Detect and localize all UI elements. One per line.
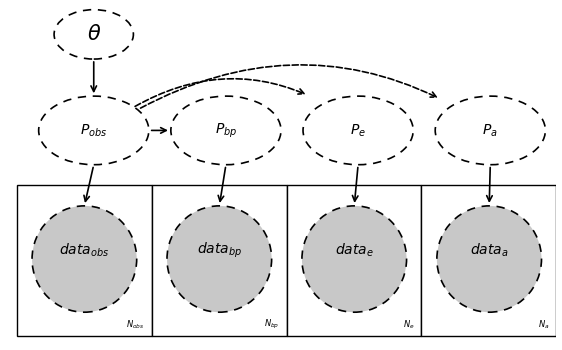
Text: $P_{e}$: $P_{e}$ [350,122,366,139]
Text: $P_{a}$: $P_{a}$ [482,122,498,139]
Bar [287,185,422,336]
Circle shape [435,96,545,165]
Text: $P_{obs}$: $P_{obs}$ [80,122,107,139]
Ellipse shape [437,206,542,312]
Text: $P_{bp}$: $P_{bp}$ [215,121,237,140]
Text: $N_{bp}$: $N_{bp}$ [265,318,280,331]
Ellipse shape [167,206,271,312]
Bar [17,185,152,336]
Circle shape [54,10,133,59]
Text: $\mathit{data}_{obs}$: $\mathit{data}_{obs}$ [59,242,110,259]
Ellipse shape [32,206,137,312]
Circle shape [171,96,281,165]
Bar [422,185,556,336]
FancyArrowPatch shape [135,79,304,106]
Bar [152,185,287,336]
Text: $\theta$: $\theta$ [87,25,101,44]
Text: $N_{obs}$: $N_{obs}$ [126,319,145,331]
Text: $\mathit{data}_{e}$: $\mathit{data}_{e}$ [335,242,374,259]
Circle shape [39,96,149,165]
Circle shape [303,96,413,165]
Text: $N_{a}$: $N_{a}$ [538,319,550,331]
Text: $\mathit{data}_{a}$: $\mathit{data}_{a}$ [470,242,509,259]
Ellipse shape [302,206,406,312]
Text: $\mathit{data}_{bp}$: $\mathit{data}_{bp}$ [197,241,242,260]
FancyArrowPatch shape [140,65,436,108]
Text: $N_{e}$: $N_{e}$ [403,319,415,331]
